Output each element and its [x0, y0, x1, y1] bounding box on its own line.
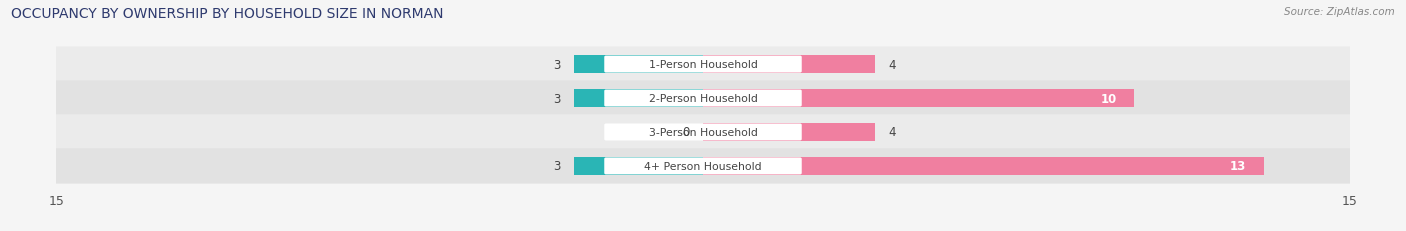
FancyBboxPatch shape	[55, 149, 1351, 184]
Text: 3-Person Household: 3-Person Household	[648, 128, 758, 137]
FancyBboxPatch shape	[605, 90, 801, 107]
Text: 2-Person Household: 2-Person Household	[648, 94, 758, 103]
Text: 3: 3	[554, 58, 561, 71]
Bar	[703, 56, 876, 74]
Bar	[703, 124, 876, 141]
Bar	[574, 157, 703, 175]
Bar	[574, 90, 703, 107]
Text: 1-Person Household: 1-Person Household	[648, 60, 758, 70]
Text: 13: 13	[1230, 160, 1246, 173]
Text: 0: 0	[683, 126, 690, 139]
Text: 3: 3	[554, 160, 561, 173]
Text: 4: 4	[889, 58, 896, 71]
Text: 3: 3	[554, 92, 561, 105]
FancyBboxPatch shape	[55, 115, 1351, 150]
Bar	[703, 90, 1135, 107]
Text: 4: 4	[889, 126, 896, 139]
Text: 4+ Person Household: 4+ Person Household	[644, 161, 762, 171]
FancyBboxPatch shape	[605, 158, 801, 175]
Bar	[703, 157, 1264, 175]
FancyBboxPatch shape	[55, 47, 1351, 82]
Text: OCCUPANCY BY OWNERSHIP BY HOUSEHOLD SIZE IN NORMAN: OCCUPANCY BY OWNERSHIP BY HOUSEHOLD SIZE…	[11, 7, 444, 21]
Bar	[574, 56, 703, 74]
FancyBboxPatch shape	[605, 124, 801, 141]
FancyBboxPatch shape	[605, 56, 801, 73]
FancyBboxPatch shape	[55, 81, 1351, 116]
Text: Source: ZipAtlas.com: Source: ZipAtlas.com	[1284, 7, 1395, 17]
Text: 10: 10	[1101, 92, 1116, 105]
